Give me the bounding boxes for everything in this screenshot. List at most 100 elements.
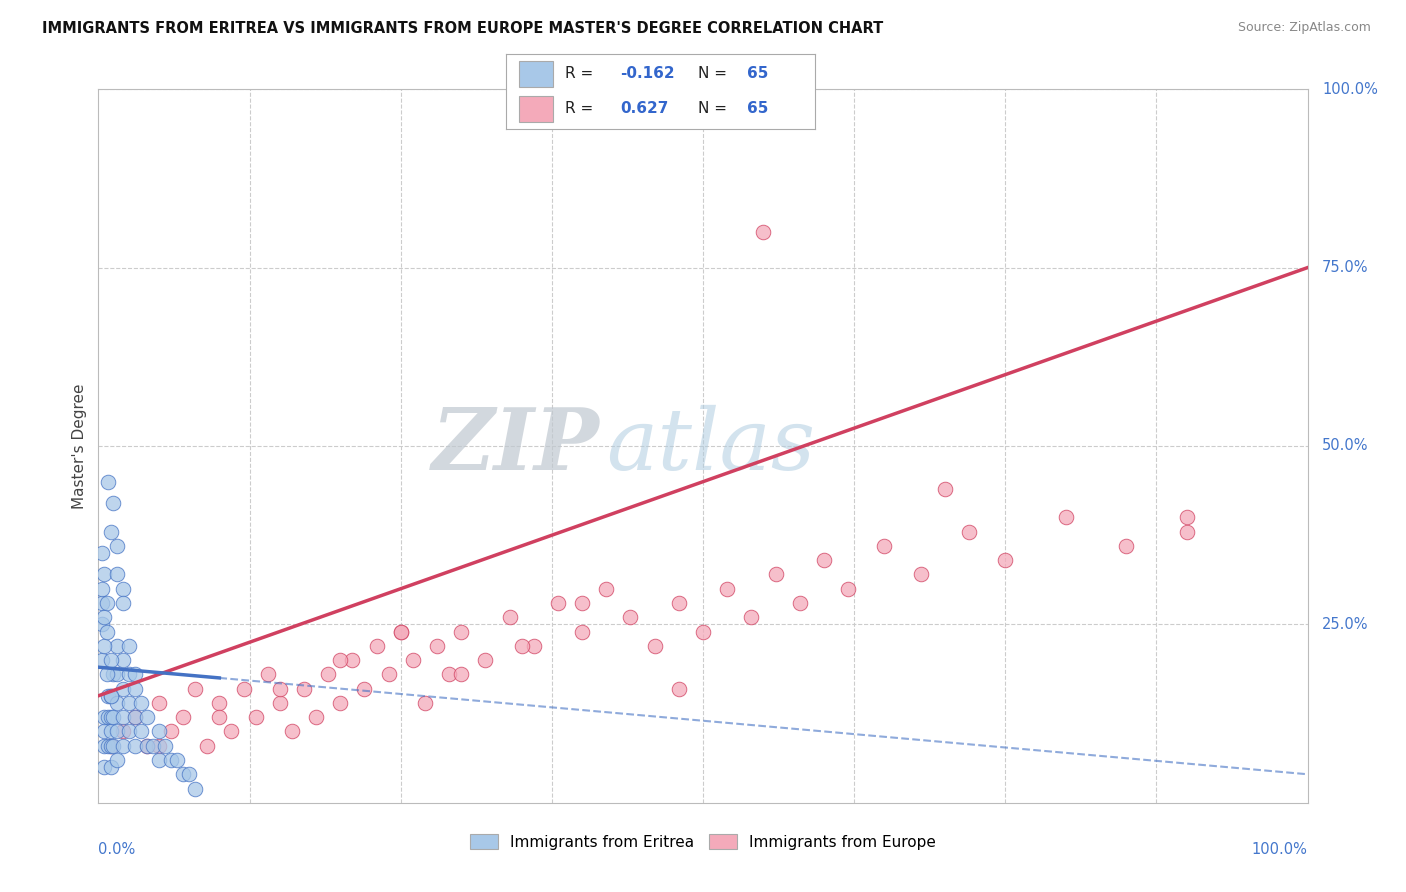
Point <box>644 639 666 653</box>
Point <box>179 767 201 781</box>
Bar <box>519 96 553 122</box>
Point <box>813 553 835 567</box>
Point <box>124 710 146 724</box>
Text: 65: 65 <box>748 102 769 116</box>
Text: -0.162: -0.162 <box>620 67 675 81</box>
Point <box>96 624 118 639</box>
Point <box>668 596 690 610</box>
Text: Source: ZipAtlas.com: Source: ZipAtlas.com <box>1237 21 1371 34</box>
Point <box>124 667 146 681</box>
Point <box>619 610 641 624</box>
Point <box>111 724 134 739</box>
Point <box>316 667 339 681</box>
Text: 100.0%: 100.0% <box>1251 842 1308 857</box>
Point <box>873 539 896 553</box>
Text: 100.0%: 100.0% <box>1322 82 1378 96</box>
Point <box>353 681 375 696</box>
Point <box>91 596 114 610</box>
Point <box>256 667 278 681</box>
Point <box>124 681 146 696</box>
Point <box>105 667 128 681</box>
Text: N =: N = <box>697 102 727 116</box>
Point <box>269 696 291 710</box>
Text: 0.627: 0.627 <box>620 102 669 116</box>
Point <box>100 689 122 703</box>
Point <box>1175 510 1198 524</box>
Point <box>105 639 128 653</box>
Point <box>269 681 291 696</box>
Point <box>837 582 859 596</box>
Point <box>97 475 120 489</box>
Point <box>93 710 115 724</box>
Point <box>97 739 120 753</box>
Point <box>402 653 425 667</box>
Point <box>111 653 134 667</box>
Point <box>111 739 134 753</box>
Point <box>96 667 118 681</box>
Point <box>91 546 114 560</box>
Point <box>172 767 194 781</box>
Point <box>96 596 118 610</box>
Point <box>547 596 569 610</box>
Point <box>668 681 690 696</box>
Point <box>910 567 932 582</box>
Point <box>208 696 231 710</box>
Point <box>148 753 170 767</box>
Point <box>413 696 436 710</box>
Text: 75.0%: 75.0% <box>1322 260 1368 275</box>
Point <box>100 689 122 703</box>
Point <box>135 739 157 753</box>
Point <box>166 753 188 767</box>
Point <box>100 653 122 667</box>
Point <box>366 639 388 653</box>
Point <box>111 582 134 596</box>
Point <box>389 624 412 639</box>
Point <box>523 639 546 653</box>
Point <box>91 653 114 667</box>
Point <box>994 553 1017 567</box>
Text: IMMIGRANTS FROM ERITREA VS IMMIGRANTS FROM EUROPE MASTER'S DEGREE CORRELATION CH: IMMIGRANTS FROM ERITREA VS IMMIGRANTS FR… <box>42 21 883 36</box>
Point <box>426 639 449 653</box>
Point <box>101 739 124 753</box>
Point <box>101 710 124 724</box>
Point <box>305 710 328 724</box>
Point <box>389 624 412 639</box>
Point <box>93 760 115 774</box>
Point <box>153 739 176 753</box>
Point <box>450 624 472 639</box>
Point <box>377 667 399 681</box>
Text: 25.0%: 25.0% <box>1322 617 1368 632</box>
Point <box>208 710 231 724</box>
Legend: Immigrants from Eritrea, Immigrants from Europe: Immigrants from Eritrea, Immigrants from… <box>464 828 942 855</box>
Point <box>118 724 141 739</box>
Point <box>595 582 617 596</box>
Point <box>789 596 811 610</box>
Point <box>692 624 714 639</box>
Point <box>93 724 115 739</box>
Point <box>765 567 787 582</box>
Point <box>752 225 775 239</box>
Point <box>437 667 460 681</box>
Bar <box>519 62 553 87</box>
Point <box>124 710 146 724</box>
Text: 65: 65 <box>748 67 769 81</box>
Point <box>1175 524 1198 539</box>
Text: ZIP: ZIP <box>433 404 600 488</box>
Point <box>101 496 124 510</box>
Point <box>342 653 364 667</box>
Point <box>957 524 980 539</box>
Point <box>740 610 762 624</box>
Point <box>232 681 254 696</box>
Point <box>105 753 128 767</box>
Point <box>135 739 157 753</box>
Point <box>111 596 134 610</box>
Point <box>100 724 122 739</box>
Point <box>148 724 170 739</box>
Point <box>281 724 304 739</box>
Point <box>91 617 114 632</box>
Point <box>329 696 352 710</box>
Point <box>124 739 146 753</box>
Text: 0.0%: 0.0% <box>98 842 135 857</box>
Point <box>160 753 183 767</box>
Point <box>498 610 520 624</box>
